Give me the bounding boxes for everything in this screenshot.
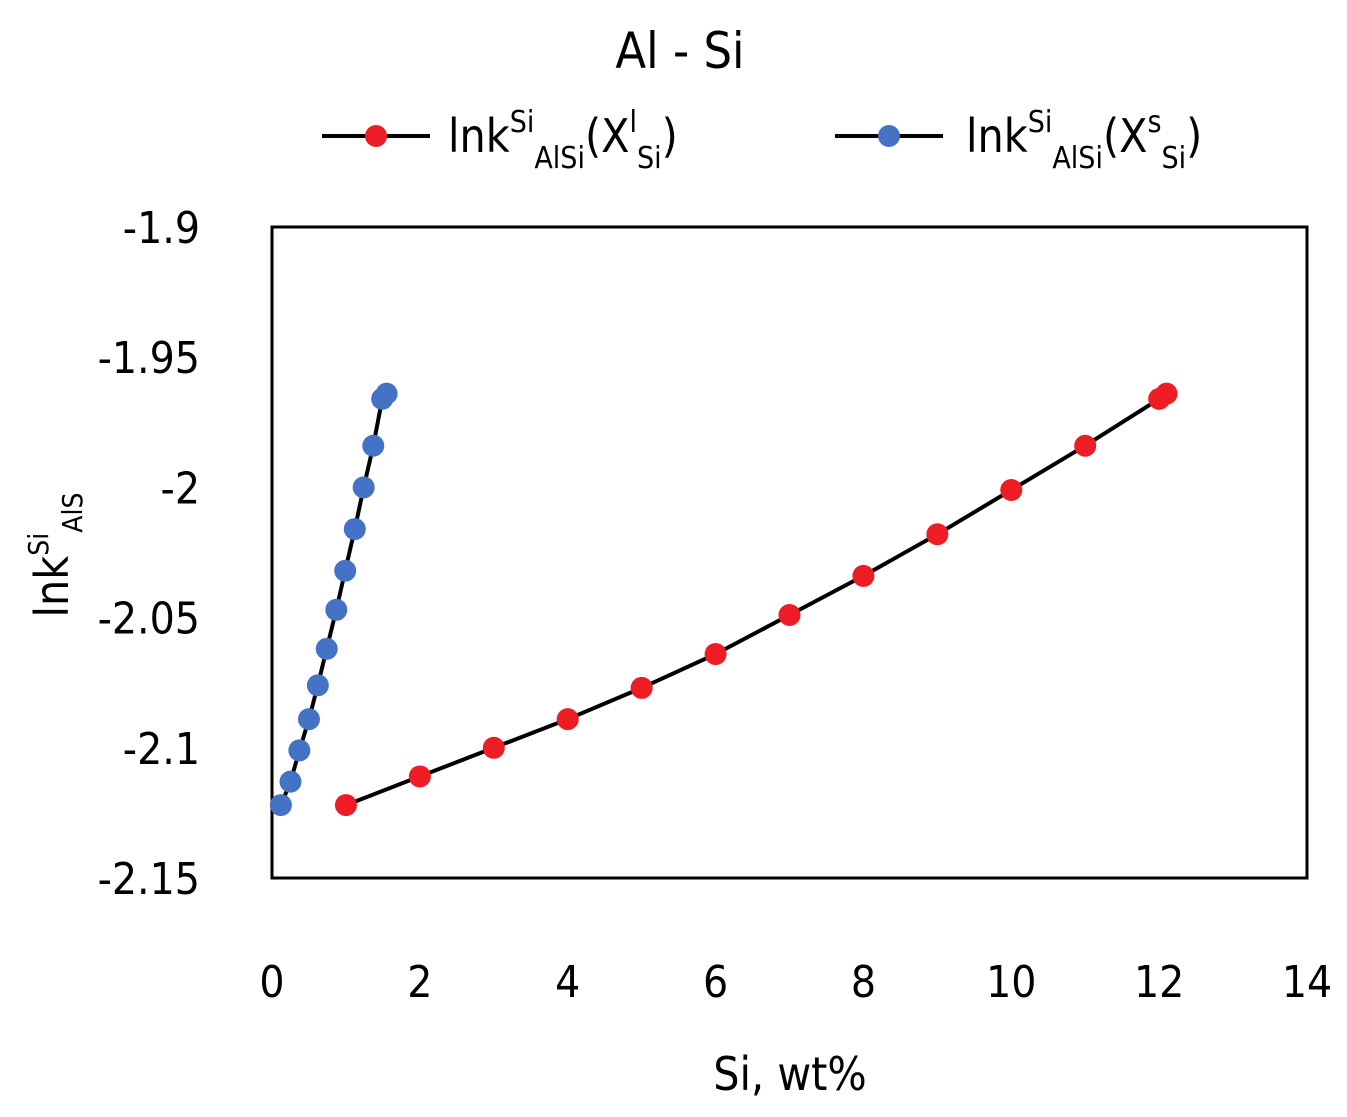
data-point <box>306 674 329 697</box>
x-tick-label: 6 <box>703 957 728 1008</box>
y-tick-label: -1.95 <box>98 333 200 384</box>
data-point <box>375 382 398 405</box>
legend-marker-solid <box>878 125 900 147</box>
legend-label-liquid: lnkSiAlSi(XlSi) <box>448 105 678 176</box>
data-point <box>279 770 302 793</box>
data-point <box>343 518 366 541</box>
legend: lnkSiAlSi(XlSi) lnkSiAlSi(XsSi) <box>322 105 1202 176</box>
data-point <box>408 765 431 788</box>
plot-area <box>270 225 1309 880</box>
series-1 <box>269 382 398 817</box>
y-tick-label: -2 <box>161 463 200 514</box>
x-axis: 0 2 4 6 8 10 12 14 <box>259 957 1332 1008</box>
data-point <box>926 523 949 546</box>
chart-title: Al - Si <box>615 22 744 80</box>
y-axis: -1.9 -1.95 -2 -2.05 -2.1 -2.15 <box>98 203 200 905</box>
x-tick-label: 14 <box>1282 957 1332 1008</box>
x-tick-label: 12 <box>1134 957 1184 1008</box>
series-0 <box>334 382 1178 817</box>
data-point <box>556 708 579 731</box>
data-point <box>352 476 375 499</box>
data-point <box>1000 479 1023 502</box>
legend-item-liquid: lnkSiAlSi(XlSi) <box>322 105 678 176</box>
legend-marker-liquid <box>365 125 387 147</box>
data-point <box>852 564 875 587</box>
data-point <box>778 603 801 626</box>
data-point <box>1155 382 1178 405</box>
x-tick-label: 4 <box>555 957 580 1008</box>
data-point <box>704 643 727 666</box>
data-point <box>1074 434 1097 457</box>
data-point <box>288 739 311 762</box>
x-tick-label: 2 <box>407 957 432 1008</box>
y-axis-label: lnkSiAlS <box>22 493 89 618</box>
y-tick-label: -2.05 <box>98 594 200 645</box>
data-point <box>362 434 385 457</box>
x-tick-label: 8 <box>851 957 876 1008</box>
data-point <box>297 708 320 731</box>
series-line <box>345 392 1168 807</box>
y-tick-label: -2.1 <box>123 724 200 775</box>
x-axis-label: Si, wt% <box>713 1047 866 1101</box>
y-tick-label: -2.15 <box>98 854 200 905</box>
data-point <box>269 794 292 817</box>
data-point <box>315 637 338 660</box>
x-tick-label: 0 <box>259 957 284 1008</box>
plot-series <box>269 382 1178 817</box>
legend-label-solid: lnkSiAlSi(XsSi) <box>966 105 1202 176</box>
legend-item-solid: lnkSiAlSi(XsSi) <box>835 105 1202 176</box>
data-point <box>334 559 357 582</box>
x-tick-label: 10 <box>986 957 1036 1008</box>
data-point <box>334 794 357 817</box>
data-point <box>482 736 505 759</box>
data-point <box>630 676 653 699</box>
y-tick-label: -1.9 <box>123 203 200 254</box>
data-point <box>325 598 348 621</box>
